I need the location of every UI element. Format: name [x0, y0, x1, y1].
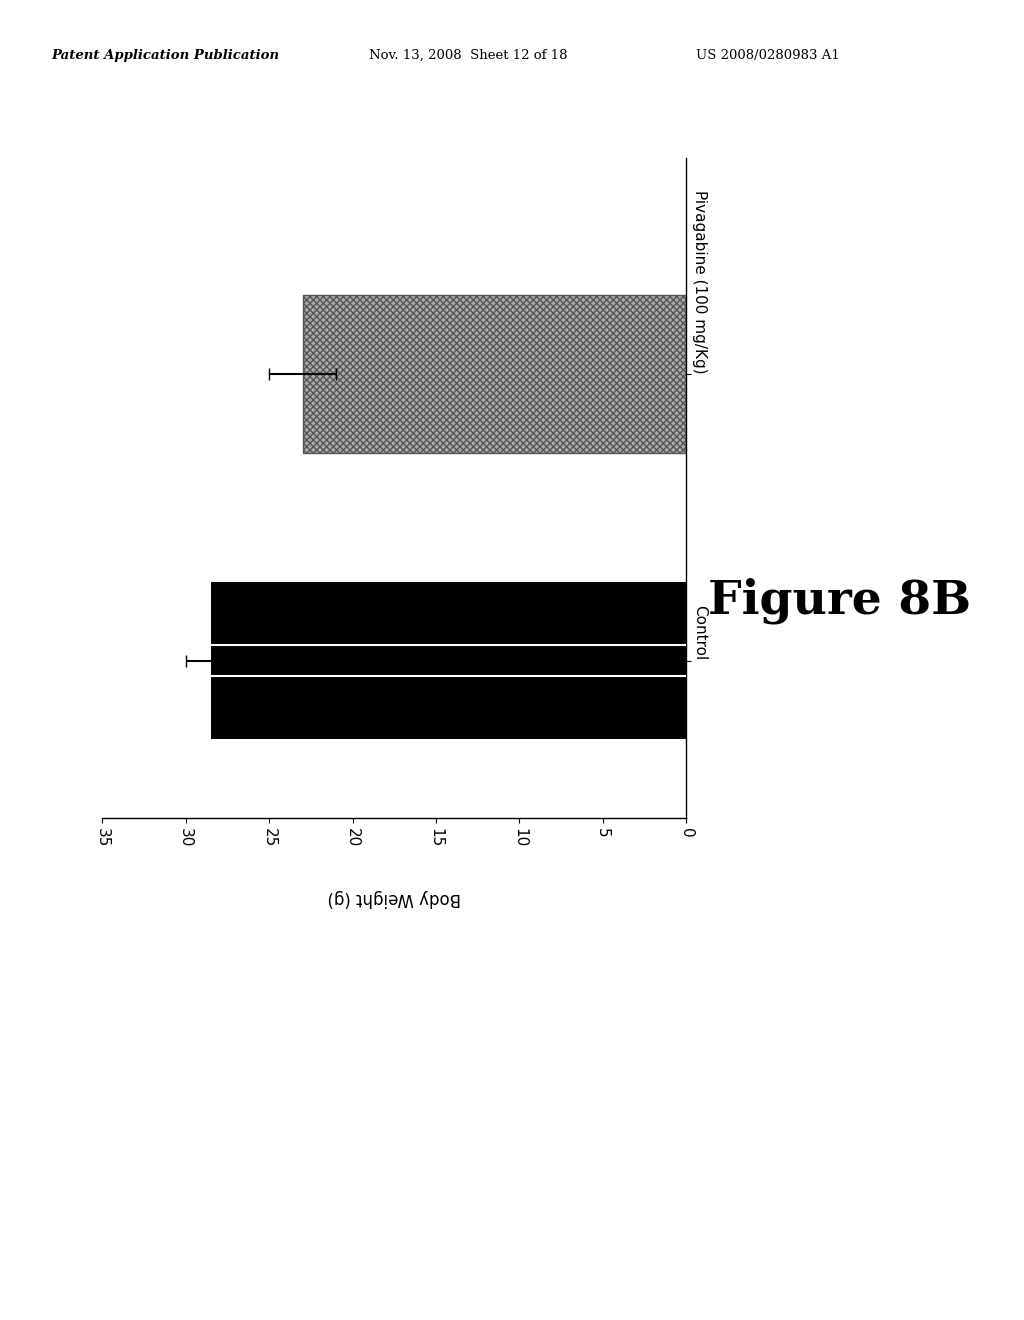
- Bar: [302, 294, 686, 453]
- X-axis label: Body Weight (g): Body Weight (g): [328, 890, 461, 907]
- Text: Patent Application Publication: Patent Application Publication: [51, 49, 280, 62]
- Text: Nov. 13, 2008  Sheet 12 of 18: Nov. 13, 2008 Sheet 12 of 18: [369, 49, 567, 62]
- Text: Figure 8B: Figure 8B: [709, 577, 971, 624]
- Bar: [211, 582, 686, 739]
- Text: US 2008/0280983 A1: US 2008/0280983 A1: [696, 49, 840, 62]
